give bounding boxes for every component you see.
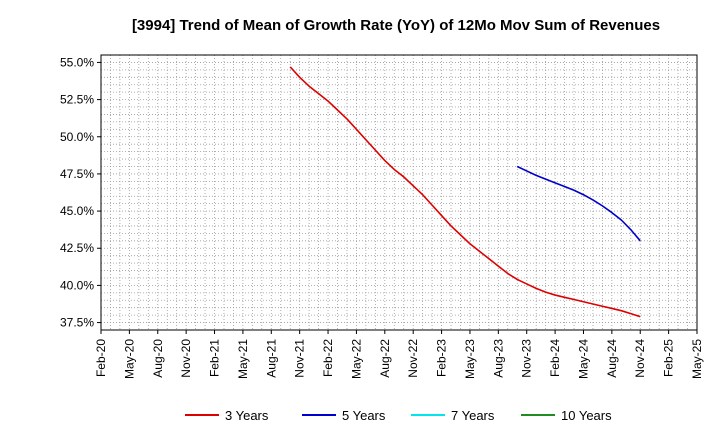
y-axis: 37.5% 40.0% 42.5% 45.0% 47.5% 50.0% 52.5% 55.0%	[60, 55, 101, 330]
x-tick-label-nov-20: Nov-20	[179, 339, 193, 378]
x-tick-label-may-25: May-25	[690, 339, 704, 379]
x-tick-label-aug-21: Aug-21	[264, 339, 278, 378]
y-tick-label-45-0: 45.0%	[60, 204, 94, 218]
legend-label-5-years: 5 Years	[342, 408, 386, 423]
y-tick-label-40-0: 40.0%	[60, 278, 94, 292]
x-tick-label-may-21: May-21	[236, 339, 250, 379]
legend-label-10-years: 10 Years	[561, 408, 612, 423]
y-tick-label-42-5: 42.5%	[60, 241, 94, 255]
series-line-5-years	[516, 165, 641, 242]
x-tick-label-feb-24: Feb-24	[548, 339, 562, 377]
x-tick-label-aug-24: Aug-24	[605, 339, 619, 378]
x-tick-label-nov-24: Nov-24	[633, 339, 647, 378]
x-tick-label-feb-21: Feb-21	[208, 339, 222, 377]
series-line-3-years	[289, 66, 641, 318]
x-tick-label-feb-23: Feb-23	[435, 339, 449, 377]
x-tick-label-feb-20: Feb-20	[94, 339, 108, 377]
x-tick-label-feb-22: Feb-22	[321, 339, 335, 377]
x-tick-label-may-20: May-20	[122, 339, 136, 379]
series-layer	[289, 66, 641, 318]
x-tick-label-aug-20: Aug-20	[151, 339, 165, 378]
x-tick-label-feb-25: Feb-25	[662, 339, 676, 377]
y-tick-label-47-5: 47.5%	[60, 167, 94, 181]
chart-title: [3994] Trend of Mean of Growth Rate (YoY…	[132, 17, 660, 34]
x-tick-label-aug-23: Aug-23	[491, 339, 505, 378]
x-tick-label-nov-22: Nov-22	[406, 339, 420, 378]
x-tick-label-nov-23: Nov-23	[520, 339, 534, 378]
x-tick-label-aug-22: Aug-22	[378, 339, 392, 378]
y-tick-label-50-0: 50.0%	[60, 130, 94, 144]
grid-layer	[100, 54, 698, 331]
legend-label-7-years: 7 Years	[451, 408, 495, 423]
x-tick-label-may-22: May-22	[349, 339, 363, 379]
legend-label-3-years: 3 Years	[225, 408, 269, 423]
y-tick-label-37-5: 37.5%	[60, 316, 94, 330]
legend: 3 Years 5 Years 7 Years 10 Years	[185, 408, 612, 423]
plot-frame	[100, 54, 698, 331]
x-tick-label-may-24: May-24	[576, 339, 590, 379]
x-tick-label-may-23: May-23	[463, 339, 477, 379]
y-tick-label-52-5: 52.5%	[60, 93, 94, 107]
y-tick-label-55-0: 55.0%	[60, 55, 94, 69]
x-tick-label-nov-21: Nov-21	[293, 339, 307, 378]
x-axis: Feb-20 May-20 Aug-20 Nov-20 Feb-21 May-21 Aug-…	[94, 330, 704, 379]
